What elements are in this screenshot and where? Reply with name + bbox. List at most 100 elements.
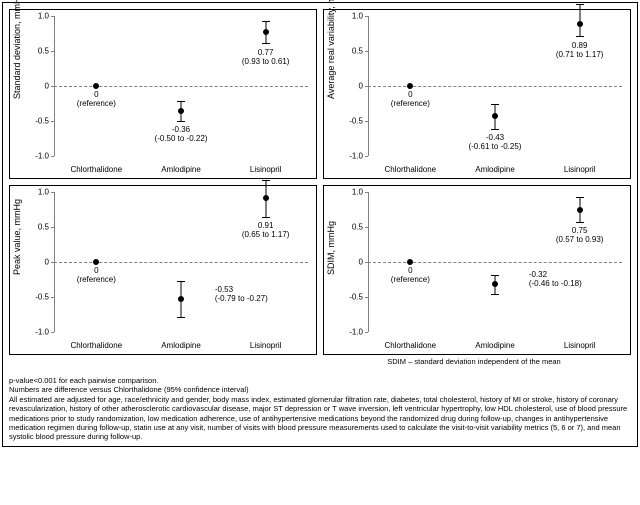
chart-panel: Standard deviation, mmHg-1.0-0.500.51.00… bbox=[9, 9, 317, 179]
x-tick-label: Amlodipine bbox=[139, 341, 224, 350]
y-tick-label: -0.5 bbox=[349, 293, 368, 302]
point-value-label: 0(reference) bbox=[77, 90, 116, 108]
error-cap-top bbox=[177, 101, 185, 102]
error-cap-bottom bbox=[491, 294, 499, 295]
y-tick-label: 1.0 bbox=[38, 12, 54, 21]
y-tick-label: -0.5 bbox=[349, 117, 368, 126]
x-axis-labels: ChlorthalidoneAmlodipineLisinopril bbox=[54, 341, 308, 350]
data-point-group: 0(reference) bbox=[368, 192, 453, 332]
y-tick-label: 0 bbox=[45, 258, 54, 267]
error-cap-bottom bbox=[576, 222, 584, 223]
point-marker bbox=[93, 83, 99, 89]
caption-line: All estimated are adjusted for age, race… bbox=[9, 395, 631, 442]
error-cap-bottom bbox=[262, 43, 270, 44]
point-marker bbox=[178, 108, 184, 114]
data-point-group: 0.77(0.93 to 0.61) bbox=[223, 16, 308, 156]
point-ci: (0.65 to 1.17) bbox=[242, 230, 290, 239]
x-tick-label: Lisinopril bbox=[537, 341, 622, 350]
figure-container: Standard deviation, mmHg-1.0-0.500.51.00… bbox=[2, 2, 638, 447]
y-axis-label: Peak value, mmHg bbox=[12, 265, 22, 275]
caption-line: Numbers are difference versus Chlorthali… bbox=[9, 385, 631, 394]
error-cap-top bbox=[262, 21, 270, 22]
point-value: 0 bbox=[408, 266, 412, 275]
y-tick-label: -0.5 bbox=[35, 117, 54, 126]
y-tick-label: 0.5 bbox=[38, 223, 54, 232]
point-value-label: 0.77(0.93 to 0.61) bbox=[242, 48, 290, 66]
figure-caption: p-value<0.001 for each pairwise comparis… bbox=[3, 374, 637, 446]
point-ci: (0.57 to 0.93) bbox=[556, 235, 604, 244]
point-value: 0 bbox=[408, 90, 412, 99]
chart-panel: SDIM, mmHg-1.0-0.500.51.00(reference)-0.… bbox=[323, 185, 631, 355]
point-marker bbox=[492, 281, 498, 287]
plot-area: -1.0-0.500.51.00(reference)-0.36(-0.50 t… bbox=[54, 16, 308, 156]
y-tick-label: -1.0 bbox=[35, 328, 54, 337]
x-axis-labels: ChlorthalidoneAmlodipineLisinopril bbox=[368, 165, 622, 174]
y-tick-label: 1.0 bbox=[352, 12, 368, 21]
x-tick-label: Amlodipine bbox=[453, 165, 538, 174]
point-ci: (0.93 to 0.61) bbox=[242, 57, 290, 66]
reference-label: (reference) bbox=[391, 275, 430, 284]
data-point-group: 0.75(0.57 to 0.93) bbox=[537, 192, 622, 332]
error-cap-top bbox=[491, 104, 499, 105]
point-value: 0 bbox=[94, 90, 98, 99]
point-value: -0.43 bbox=[486, 133, 504, 142]
y-tick-label: 0 bbox=[359, 258, 368, 267]
y-tick-label: -1.0 bbox=[35, 152, 54, 161]
x-tick-label: Lisinopril bbox=[223, 165, 308, 174]
point-value: -0.36 bbox=[172, 125, 190, 134]
y-tick-label: 0.5 bbox=[352, 223, 368, 232]
point-value-label: 0.75(0.57 to 0.93) bbox=[556, 226, 604, 244]
x-axis-labels: ChlorthalidoneAmlodipineLisinopril bbox=[54, 165, 308, 174]
plot-area: -1.0-0.500.51.00(reference)-0.43(-0.61 t… bbox=[368, 16, 622, 156]
error-cap-bottom bbox=[491, 129, 499, 130]
reference-label: (reference) bbox=[77, 99, 116, 108]
point-value: 0.91 bbox=[258, 221, 274, 230]
point-marker bbox=[577, 207, 583, 213]
point-value-label: 0(reference) bbox=[391, 266, 430, 284]
y-tick-label: 1.0 bbox=[38, 188, 54, 197]
y-tick-label: -1.0 bbox=[349, 328, 368, 337]
point-ci: (-0.50 to -0.22) bbox=[155, 134, 208, 143]
y-axis-label: Standard deviation, mmHg bbox=[12, 89, 22, 99]
point-value: 0 bbox=[94, 266, 98, 275]
x-tick-label: Chlorthalidone bbox=[54, 341, 139, 350]
data-point-group: 0(reference) bbox=[368, 16, 453, 156]
data-point-group: -0.43(-0.61 to -0.25) bbox=[453, 16, 538, 156]
plot-area: -1.0-0.500.51.00(reference)-0.32(-0.46 t… bbox=[368, 192, 622, 332]
point-ci: (-0.61 to -0.25) bbox=[469, 142, 522, 151]
point-value: 0.75 bbox=[572, 226, 588, 235]
x-tick-label: Chlorthalidone bbox=[368, 341, 453, 350]
data-point-group: -0.32(-0.46 to -0.18) bbox=[453, 192, 538, 332]
point-value: 0.89 bbox=[572, 41, 588, 50]
point-marker bbox=[263, 195, 269, 201]
point-value-label: 0(reference) bbox=[391, 90, 430, 108]
point-value-label: -0.36(-0.50 to -0.22) bbox=[155, 125, 208, 143]
plot-area: -1.0-0.500.51.00(reference)-0.53(-0.79 t… bbox=[54, 192, 308, 332]
y-tick-label: 0 bbox=[45, 82, 54, 91]
data-point-group: 0(reference) bbox=[54, 16, 139, 156]
panels-grid: Standard deviation, mmHg-1.0-0.500.51.00… bbox=[3, 3, 637, 374]
x-tick-label: Chlorthalidone bbox=[54, 165, 139, 174]
error-cap-top bbox=[177, 281, 185, 282]
y-axis-label: Average real variability, mmHg bbox=[326, 89, 336, 99]
point-value-label: 0.91(0.65 to 1.17) bbox=[242, 221, 290, 239]
x-tick-label: Lisinopril bbox=[223, 341, 308, 350]
data-point-group: 0.89(0.71 to 1.17) bbox=[537, 16, 622, 156]
point-value-label: 0(reference) bbox=[77, 266, 116, 284]
data-point-group: 0(reference) bbox=[54, 192, 139, 332]
x-tick-label: Amlodipine bbox=[139, 165, 224, 174]
point-marker bbox=[407, 259, 413, 265]
point-value-label: -0.43(-0.61 to -0.25) bbox=[469, 133, 522, 151]
y-tick-label: -1.0 bbox=[349, 152, 368, 161]
y-tick-label: 0 bbox=[359, 82, 368, 91]
error-cap-bottom bbox=[576, 36, 584, 37]
point-value-label: 0.89(0.71 to 1.17) bbox=[556, 41, 604, 59]
error-cap-top bbox=[576, 4, 584, 5]
error-cap-top bbox=[576, 197, 584, 198]
chart-panel: Peak value, mmHg-1.0-0.500.51.00(referen… bbox=[9, 185, 317, 355]
error-cap-bottom bbox=[262, 217, 270, 218]
sdim-footnote: SDIM – standard deviation independent of… bbox=[323, 357, 631, 368]
point-ci: (0.71 to 1.17) bbox=[556, 50, 604, 59]
y-tick-label: -0.5 bbox=[35, 293, 54, 302]
x-axis-labels: ChlorthalidoneAmlodipineLisinopril bbox=[368, 341, 622, 350]
